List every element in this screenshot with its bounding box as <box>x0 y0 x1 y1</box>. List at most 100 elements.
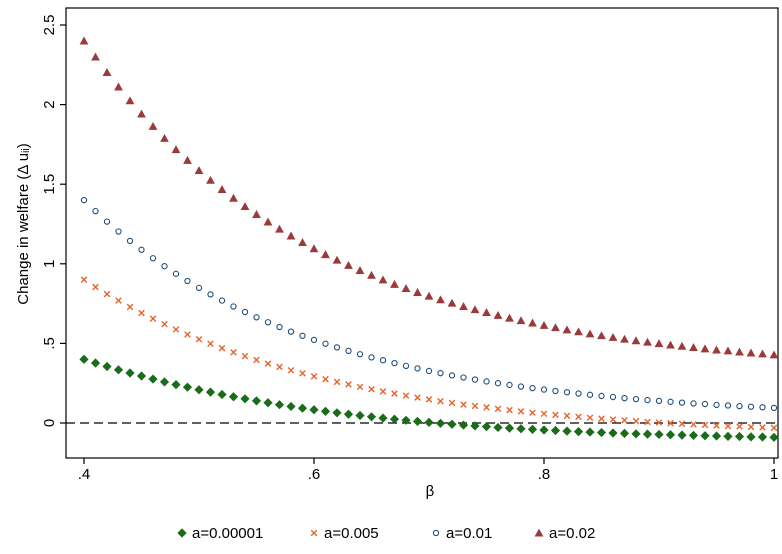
data-point <box>736 402 743 410</box>
data-point <box>562 325 572 334</box>
data-point <box>425 396 433 403</box>
data-point <box>309 244 319 253</box>
data-point <box>724 422 732 430</box>
data-point <box>436 295 445 304</box>
y-tick-label: .5 <box>41 337 58 350</box>
series-4 <box>79 36 779 359</box>
data-point <box>459 302 468 310</box>
data-point <box>263 398 273 408</box>
data-point <box>700 431 710 441</box>
data-point <box>402 392 410 399</box>
data-point <box>194 166 204 175</box>
data-point <box>666 340 675 349</box>
data-point <box>379 388 387 395</box>
data-point <box>654 429 664 440</box>
data-point <box>621 416 628 424</box>
data-point <box>529 384 536 392</box>
data-point <box>333 344 341 351</box>
data-point <box>700 344 710 353</box>
data-point <box>160 133 169 142</box>
data-point <box>665 430 676 440</box>
data-point <box>689 343 698 352</box>
data-point <box>632 417 640 425</box>
data-point <box>723 431 733 441</box>
data-point <box>171 380 181 390</box>
data-point <box>424 417 434 427</box>
data-point <box>322 340 329 347</box>
data-point <box>713 422 720 429</box>
data-point <box>368 385 375 393</box>
data-point <box>195 335 203 343</box>
data-point <box>482 308 491 317</box>
data-point <box>92 207 99 215</box>
data-point <box>401 415 411 425</box>
data-point <box>138 309 145 317</box>
legend-item: a=0.00001 <box>177 525 263 542</box>
data-point <box>310 373 318 380</box>
x-tick-label: .4 <box>78 466 91 483</box>
data-point <box>528 318 537 327</box>
data-point <box>253 356 260 364</box>
data-point <box>759 424 766 431</box>
data-point <box>644 418 651 426</box>
data-point <box>770 404 778 412</box>
data-point <box>505 313 514 322</box>
data-point <box>125 368 135 378</box>
legend-marker <box>534 528 544 537</box>
data-point <box>437 370 444 377</box>
data-point <box>276 323 283 331</box>
data-point <box>757 432 768 442</box>
data-point <box>378 275 388 284</box>
data-point <box>182 382 193 392</box>
data-point <box>276 363 283 371</box>
data-point <box>701 421 709 429</box>
data-point <box>642 429 653 439</box>
data-point <box>310 336 318 344</box>
data-point <box>711 431 722 441</box>
data-point <box>551 323 560 332</box>
data-point <box>654 339 664 348</box>
x-tick-label: .8 <box>538 466 551 483</box>
data-point <box>298 238 307 246</box>
y-tick-label: 2 <box>41 100 58 108</box>
data-point <box>79 354 89 364</box>
y-axis-title: Change in welfare (Δ uᵢᵢ) <box>15 143 32 304</box>
data-point <box>747 423 755 431</box>
data-point <box>470 305 480 314</box>
data-point <box>80 276 88 284</box>
data-point <box>631 429 641 439</box>
data-point <box>712 345 721 354</box>
data-point <box>690 421 697 428</box>
data-point <box>448 399 456 407</box>
data-point <box>148 122 158 130</box>
legend-item: a=0.02 <box>534 525 595 542</box>
data-point <box>540 386 548 393</box>
data-point <box>609 416 617 423</box>
data-point <box>344 260 353 269</box>
data-point <box>458 420 469 430</box>
data-point <box>632 395 640 403</box>
data-point <box>137 109 146 118</box>
data-point <box>723 346 733 355</box>
data-point <box>113 365 124 375</box>
data-point <box>366 412 377 422</box>
data-point <box>274 400 285 410</box>
data-point <box>275 224 284 233</box>
data-point <box>356 383 364 391</box>
data-point <box>678 399 686 406</box>
data-point <box>516 316 526 325</box>
data-point <box>688 430 699 441</box>
data-point <box>770 424 778 432</box>
data-point <box>552 387 559 395</box>
data-point <box>217 185 227 193</box>
data-point <box>552 411 559 419</box>
data-point <box>102 68 112 76</box>
data-point <box>460 374 467 381</box>
data-point <box>562 426 572 436</box>
data-point <box>608 332 618 341</box>
data-point <box>481 422 492 432</box>
data-point <box>355 410 365 421</box>
data-point <box>747 403 755 410</box>
legend: a=0.00001 a=0.005 a=0.01 a=0.02 <box>177 525 595 542</box>
